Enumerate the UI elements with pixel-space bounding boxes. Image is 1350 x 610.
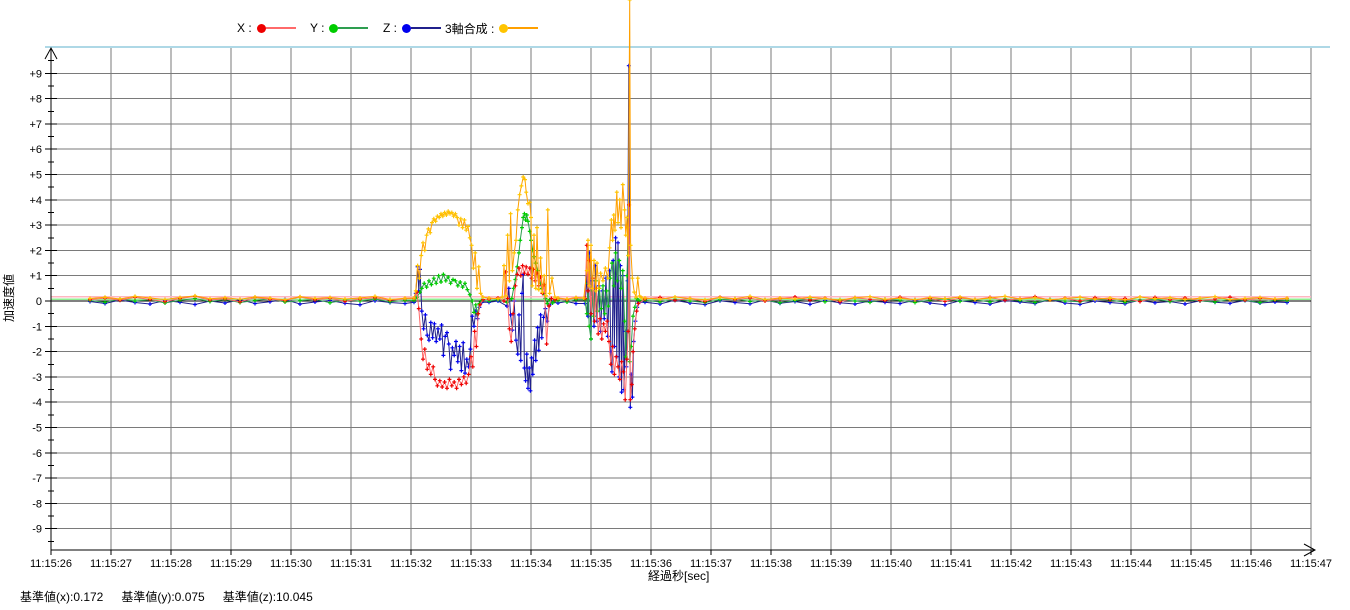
- svg-text:11:15:30: 11:15:30: [270, 558, 312, 570]
- legend-item-label: 3軸合成 :: [445, 21, 495, 36]
- svg-text:-5: -5: [32, 423, 42, 435]
- svg-text:+3: +3: [29, 220, 42, 232]
- legend-marker-dot: [329, 23, 339, 33]
- baseline-x-value: 基準値(x):0.172: [20, 590, 104, 604]
- svg-text:11:15:39: 11:15:39: [810, 558, 852, 570]
- svg-text:-9: -9: [32, 524, 42, 536]
- svg-text:+4: +4: [29, 195, 42, 207]
- svg-text:11:15:47: 11:15:47: [1290, 558, 1332, 570]
- baseline-z-value: 基準値(z):10.045: [222, 590, 313, 604]
- svg-text:+2: +2: [29, 245, 42, 257]
- svg-text:11:15:45: 11:15:45: [1170, 558, 1212, 570]
- svg-text:11:15:42: 11:15:42: [990, 558, 1032, 570]
- svg-text:経過秒[sec]: 経過秒[sec]: [648, 569, 709, 583]
- svg-text:11:15:36: 11:15:36: [630, 558, 672, 570]
- svg-text:11:15:41: 11:15:41: [930, 558, 972, 570]
- svg-text:11:15:27: 11:15:27: [90, 558, 132, 570]
- svg-text:+7: +7: [29, 119, 42, 131]
- svg-text:11:15:43: 11:15:43: [1050, 558, 1092, 570]
- baseline-y-value: 基準値(y):0.075: [121, 590, 205, 604]
- svg-text:11:15:37: 11:15:37: [690, 558, 732, 570]
- svg-text:-1: -1: [32, 321, 42, 333]
- svg-text:-2: -2: [32, 347, 42, 359]
- svg-text:加速度値: 加速度値: [1, 274, 16, 322]
- legend-line-swatch: [265, 27, 296, 29]
- svg-text:+5: +5: [29, 170, 42, 182]
- svg-text:0: 0: [36, 296, 42, 308]
- svg-text:11:15:28: 11:15:28: [150, 558, 192, 570]
- legend-marker-dot: [402, 23, 411, 33]
- svg-text:11:15:46: 11:15:46: [1230, 558, 1272, 570]
- legend-item-x: X :: [237, 21, 296, 35]
- svg-text:11:15:44: 11:15:44: [1110, 558, 1152, 570]
- svg-text:-7: -7: [32, 473, 42, 485]
- svg-text:-8: -8: [32, 498, 42, 510]
- svg-text:+6: +6: [29, 144, 42, 156]
- legend-marker-dot: [256, 23, 266, 33]
- legend-line-swatch: [338, 27, 369, 29]
- legend-line-swatch: [411, 27, 441, 29]
- svg-text:11:15:31: 11:15:31: [330, 558, 372, 570]
- svg-text:11:15:38: 11:15:38: [750, 558, 792, 570]
- legend: X : Y : Z : 3軸合成 :: [0, 0, 1350, 40]
- svg-text:11:15:33: 11:15:33: [450, 558, 492, 570]
- svg-text:-6: -6: [32, 448, 42, 460]
- legend-item-z: Z :: [383, 21, 441, 35]
- svg-text:-3: -3: [32, 372, 42, 384]
- legend-item-label: X :: [237, 21, 252, 35]
- legend-item-composite: 3軸合成 :: [445, 21, 539, 36]
- legend-marker-dot: [499, 23, 509, 33]
- legend-item-y: Y :: [310, 21, 369, 35]
- svg-text:+8: +8: [29, 94, 42, 106]
- svg-text:11:15:34: 11:15:34: [510, 558, 552, 570]
- svg-text:11:15:35: 11:15:35: [570, 558, 612, 570]
- svg-text:11:15:40: 11:15:40: [870, 558, 912, 570]
- legend-item-label: Z :: [383, 21, 397, 35]
- svg-text:11:15:32: 11:15:32: [390, 558, 432, 570]
- legend-item-label: Y :: [310, 21, 325, 35]
- svg-text:+1: +1: [29, 271, 42, 283]
- baseline-values: 基準値(x):0.172 基準値(y):0.075 基準値(z):10.045: [20, 588, 313, 605]
- svg-text:+9: +9: [29, 68, 42, 80]
- svg-text:11:15:26: 11:15:26: [30, 558, 72, 570]
- svg-text:11:15:29: 11:15:29: [210, 558, 252, 570]
- legend-line-swatch: [508, 27, 539, 29]
- svg-text:-4: -4: [32, 397, 42, 409]
